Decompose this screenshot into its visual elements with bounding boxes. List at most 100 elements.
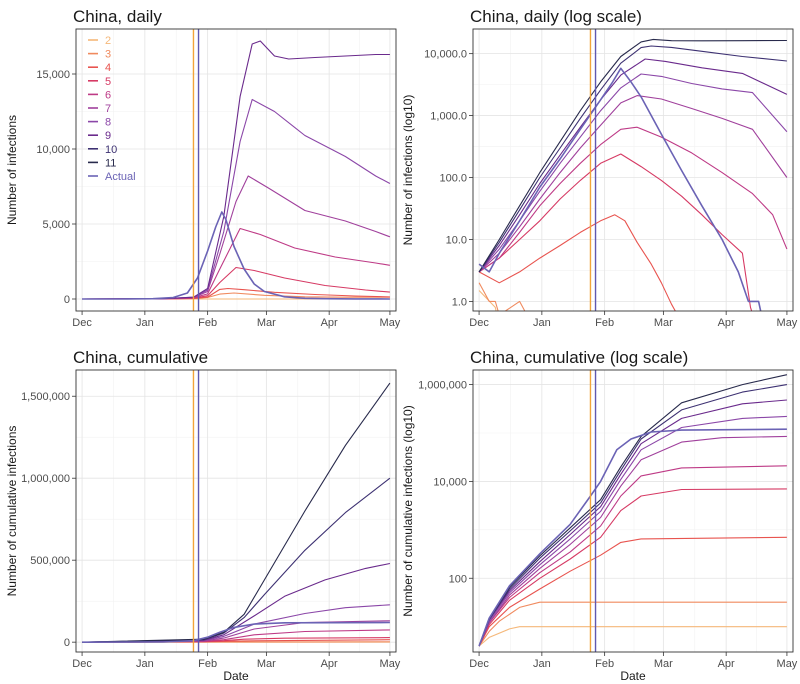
x-tick-label: Mar	[257, 317, 276, 329]
x-tick-label: Feb	[198, 658, 217, 670]
y-tick-label: 100.0	[439, 173, 467, 185]
series-line-10	[478, 45, 787, 273]
x-tick-label: Feb	[198, 317, 217, 329]
x-axis-label: Date	[223, 669, 249, 683]
legend-label-9: 9	[105, 130, 111, 142]
x-tick-label: May	[777, 317, 798, 329]
legend-label-7: 7	[105, 103, 111, 115]
plot-area	[473, 29, 793, 311]
series-line-10	[478, 384, 787, 647]
legend-label-4: 4	[105, 62, 111, 74]
series-line-actual	[82, 621, 390, 644]
series-line-7	[478, 435, 787, 647]
x-tick-label: Feb	[595, 317, 614, 329]
series-line-9	[82, 562, 391, 643]
y-tick-label: 10,000.0	[424, 49, 467, 61]
x-tick-label: Jan	[533, 317, 551, 329]
series-line-3	[478, 601, 787, 647]
x-tick-label: Dec	[72, 658, 92, 670]
x-tick-label: May	[380, 317, 401, 329]
panel-title: China, cumulative (log scale)	[470, 348, 688, 367]
panel-title: China, daily	[73, 7, 162, 26]
x-axis-label: Date	[620, 669, 646, 683]
x-tick-label: Feb	[595, 658, 614, 670]
series-line-actual	[82, 211, 390, 300]
panel-daily: Dec Jan Feb Mar Apr May 0 5,000 10,000 15,000 Chin…	[5, 7, 401, 329]
legend-label-6: 6	[105, 89, 111, 101]
y-tick-label: 10,000	[36, 144, 70, 156]
y-tick-label: 500,000	[30, 555, 70, 567]
series-group	[478, 38, 788, 311]
series-line-8	[478, 415, 787, 647]
panel-border	[75, 369, 397, 653]
x-tick-label: Mar	[654, 658, 673, 670]
legend-label-11: 11	[105, 157, 116, 169]
y-tick-label: 1,000,000	[418, 380, 467, 392]
y-tick-label: 1,000.0	[430, 111, 467, 123]
series-line-6	[478, 126, 788, 273]
legend-label-8: 8	[105, 117, 111, 129]
legend-label-actual: Actual	[105, 171, 136, 183]
y-tick-label: 0	[64, 294, 70, 306]
panel-border	[472, 369, 794, 653]
panel-border	[75, 28, 397, 312]
y-tick-label: 15,000	[36, 69, 70, 81]
series-line-4	[478, 214, 676, 311]
x-tick-label: Jan	[533, 658, 551, 670]
panel-title: China, daily (log scale)	[470, 7, 642, 26]
y-tick-label: 0	[64, 637, 70, 649]
x-tick-label: Mar	[654, 317, 673, 329]
series-line-11	[478, 38, 787, 273]
series-line-4	[478, 536, 787, 647]
series-line-5	[478, 488, 787, 647]
y-axis-label: Number of cumulative infections	[5, 426, 19, 597]
series-line-3	[478, 282, 526, 311]
panel-daily-log: Dec Jan Feb Mar Apr May 1.0 10.0 100.0 1,000.0 10,…	[401, 7, 798, 329]
plot-area	[76, 29, 396, 311]
series-line-5	[478, 153, 753, 311]
panel-cumulative: Dec Jan Feb Mar Apr May 0 500,000 1,000,000 1,500…	[5, 348, 401, 683]
y-axis-label: Number of infections	[5, 115, 19, 225]
x-tick-label: Dec	[72, 317, 92, 329]
y-tick-label: 5,000	[42, 219, 70, 231]
series-line-6	[478, 465, 787, 647]
x-tick-label: May	[777, 658, 798, 670]
x-tick-label: Jan	[136, 658, 154, 670]
x-tick-label: Apr	[718, 317, 735, 329]
legend-label-3: 3	[105, 49, 111, 61]
y-tick-label: 1,000,000	[21, 473, 70, 485]
y-tick-label: 1.0	[452, 296, 467, 308]
series-group	[82, 40, 391, 300]
y-tick-label: 100	[449, 573, 467, 585]
y-axis-label: Number of infections (log10)	[401, 95, 415, 246]
x-tick-label: Mar	[257, 658, 276, 670]
x-tick-label: Apr	[321, 317, 338, 329]
x-tick-label: May	[380, 658, 401, 670]
series-line-9	[478, 399, 787, 647]
legend-label-5: 5	[105, 76, 111, 88]
series-line-2	[478, 290, 497, 311]
panel-border	[472, 28, 794, 312]
series-line-2	[478, 626, 787, 647]
y-tick-label: 1,500,000	[21, 391, 70, 403]
series-line-actual	[478, 67, 762, 311]
y-axis-label: Number of cumulative infections (log10)	[401, 405, 415, 616]
series-group	[82, 382, 391, 644]
series-line-7	[478, 95, 788, 273]
plot-area	[76, 370, 396, 652]
x-tick-label: Dec	[469, 658, 489, 670]
panel-cumulative-log: Dec Jan Feb Mar Apr May 100 10,000 1,000,000 Chin…	[401, 348, 798, 683]
y-tick-label: 10.0	[446, 234, 467, 246]
x-tick-label: Dec	[469, 317, 489, 329]
x-tick-label: Apr	[718, 658, 735, 670]
x-tick-label: Jan	[136, 317, 154, 329]
y-tick-label: 10,000	[433, 476, 467, 488]
x-tick-label: Apr	[321, 658, 338, 670]
panel-title: China, cumulative	[73, 348, 208, 367]
series-line-9	[82, 40, 390, 300]
legend-label-2: 2	[105, 35, 111, 47]
plot-area	[473, 370, 793, 652]
legend-label-10: 10	[105, 144, 117, 156]
